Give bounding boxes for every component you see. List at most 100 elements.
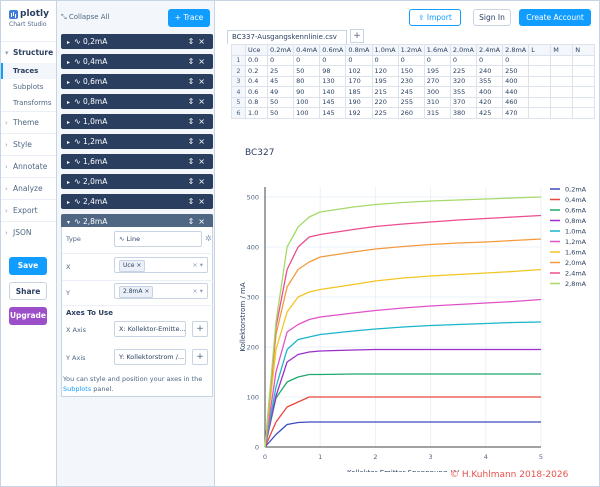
clear-chevron-icon[interactable]: × ▾ <box>192 287 203 295</box>
legend-entry[interactable]: 0,4mA <box>565 196 587 204</box>
import-button[interactable]: ⇪ Import <box>409 9 461 26</box>
table-cell[interactable]: 0 <box>423 54 451 66</box>
table-cell[interactable]: 145 <box>319 107 347 119</box>
x-data-select[interactable]: Uce × × ▾ <box>114 257 208 273</box>
reorder-delete-icon[interactable]: ⇕× <box>187 37 209 46</box>
table-cell[interactable]: 130 <box>319 75 347 87</box>
table-cell[interactable]: 140 <box>319 86 347 98</box>
y-data-tag[interactable]: 2.8mA × <box>119 286 154 298</box>
column-header[interactable]: 0.8mA <box>345 44 373 56</box>
file-tab[interactable]: BC337-Ausgangskennlinie.csv <box>227 30 347 44</box>
table-cell[interactable] <box>572 75 596 87</box>
trace-row[interactable]: ▸ ∿ 0,8mA ⇕× <box>61 94 213 109</box>
table-cell[interactable]: 400 <box>475 86 504 98</box>
save-button[interactable]: Save <box>9 257 47 275</box>
chevron-right-icon[interactable]: ▸ <box>67 139 71 146</box>
row-number[interactable]: 2 <box>231 65 246 77</box>
table-cell[interactable] <box>550 54 574 66</box>
column-header[interactable]: 0.6mA <box>319 44 347 56</box>
reorder-delete-icon[interactable]: ⇕× <box>187 157 209 166</box>
series-line[interactable] <box>264 373 541 448</box>
add-trace-button[interactable]: + Trace <box>168 9 210 27</box>
table-cell[interactable]: 425 <box>475 107 504 119</box>
table-cell[interactable]: 102 <box>345 65 373 77</box>
table-cell[interactable] <box>572 107 596 119</box>
table-cell[interactable] <box>528 96 552 108</box>
column-header[interactable]: 1.2mA <box>397 44 425 56</box>
nav-transforms[interactable]: Transforms <box>13 99 52 107</box>
chevron-right-icon[interactable]: ▸ <box>67 119 71 126</box>
table-cell[interactable]: 0.4 <box>245 75 268 87</box>
trace-row[interactable]: ▸ ∿ 1,2mA ⇕× <box>61 134 213 149</box>
table-cell[interactable]: 215 <box>371 86 399 98</box>
column-header[interactable]: 2.4mA <box>475 44 504 56</box>
brand-logo[interactable]: plotly Chart Studio <box>1 1 56 41</box>
chevron-right-icon[interactable]: ▸ <box>67 159 71 166</box>
table-cell[interactable]: 370 <box>449 96 478 108</box>
series-line[interactable] <box>264 196 542 448</box>
table-cell[interactable]: 0 <box>449 54 478 66</box>
table-cell[interactable]: 80 <box>293 75 321 87</box>
table-cell[interactable]: 1.0 <box>245 107 268 119</box>
subplots-link[interactable]: Subplots <box>63 385 92 393</box>
table-cell[interactable] <box>550 86 574 98</box>
y-axis-select[interactable]: Y: Kollektorstrom /... <box>114 349 186 365</box>
column-header[interactable]: 1.0mA <box>371 44 399 56</box>
reorder-delete-icon[interactable]: ⇕× <box>187 117 209 126</box>
table-cell[interactable]: 100 <box>293 107 321 119</box>
column-header[interactable]: 1.6mA <box>423 44 451 56</box>
x-data-tag[interactable]: Uce × <box>119 260 146 272</box>
table-cell[interactable]: 0 <box>371 54 399 66</box>
table-cell[interactable]: 195 <box>371 75 399 87</box>
trace-row[interactable]: ▸ ∿ 2,0mA ⇕× <box>61 174 213 189</box>
table-cell[interactable]: 90 <box>293 86 321 98</box>
x-axis-select[interactable]: X: Kollektor-Emitte... <box>114 321 186 337</box>
table-cell[interactable]: 0 <box>475 54 504 66</box>
table-cell[interactable] <box>528 54 552 66</box>
trace-row[interactable]: ▸ ∿ 2,4mA ⇕× <box>61 194 213 209</box>
table-cell[interactable]: 0 <box>397 54 425 66</box>
chevron-right-icon[interactable]: ▸ <box>67 59 71 66</box>
table-cell[interactable]: 0.0 <box>245 54 268 66</box>
table-cell[interactable]: 355 <box>449 86 478 98</box>
reorder-delete-icon[interactable]: ⇕× <box>187 57 209 66</box>
reorder-delete-icon[interactable]: ⇕× <box>187 217 209 226</box>
table-cell[interactable]: 50 <box>293 65 321 77</box>
column-header[interactable]: Uce <box>245 44 268 56</box>
series-line[interactable] <box>264 214 542 448</box>
table-cell[interactable] <box>550 65 574 77</box>
table-cell[interactable]: 440 <box>502 86 530 98</box>
series-line[interactable] <box>264 421 541 448</box>
trace-row[interactable]: ▸ ∿ 1,0mA ⇕× <box>61 114 213 129</box>
table-cell[interactable]: 195 <box>423 65 451 77</box>
column-header[interactable]: 0.2mA <box>266 44 295 56</box>
create-account-button[interactable]: Create Account <box>519 9 591 26</box>
trace-row[interactable]: ▸ ∿ 0,2mA ⇕× <box>61 34 213 49</box>
table-cell[interactable] <box>550 107 574 119</box>
legend-entry[interactable]: 0,2mA <box>565 186 587 194</box>
legend-entry[interactable]: 1,2mA <box>565 238 587 246</box>
table-cell[interactable]: 192 <box>345 107 373 119</box>
table-cell[interactable]: 270 <box>423 75 451 87</box>
row-number[interactable]: 6 <box>231 107 246 119</box>
table-cell[interactable]: 145 <box>319 96 347 108</box>
legend-entry[interactable]: 1,6mA <box>565 249 587 257</box>
table-cell[interactable]: 380 <box>449 107 478 119</box>
table-cell[interactable]: 250 <box>502 65 530 77</box>
nav-export[interactable]: › Export <box>1 199 56 221</box>
table-cell[interactable] <box>572 96 596 108</box>
row-number[interactable]: 3 <box>231 75 246 87</box>
collapse-all-button[interactable]: ⤡ Collapse All <box>61 13 109 22</box>
nav-structure[interactable]: ▾ Structure <box>1 41 56 63</box>
legend-entry[interactable]: 1,0mA <box>565 228 587 236</box>
y-data-select[interactable]: 2.8mA × × ▾ <box>114 283 208 299</box>
row-number[interactable]: 5 <box>231 96 246 108</box>
series-line[interactable] <box>264 238 542 448</box>
close-icon[interactable]: × <box>136 262 142 269</box>
add-y-axis-button[interactable]: + <box>192 349 208 365</box>
column-header[interactable]: 2.8mA <box>502 44 530 56</box>
column-header[interactable]: 2.0mA <box>449 44 478 56</box>
chevron-down-icon[interactable]: ▾ <box>67 219 71 226</box>
reorder-delete-icon[interactable]: ⇕× <box>187 197 209 206</box>
legend-entry[interactable]: 2,8mA <box>565 280 587 288</box>
